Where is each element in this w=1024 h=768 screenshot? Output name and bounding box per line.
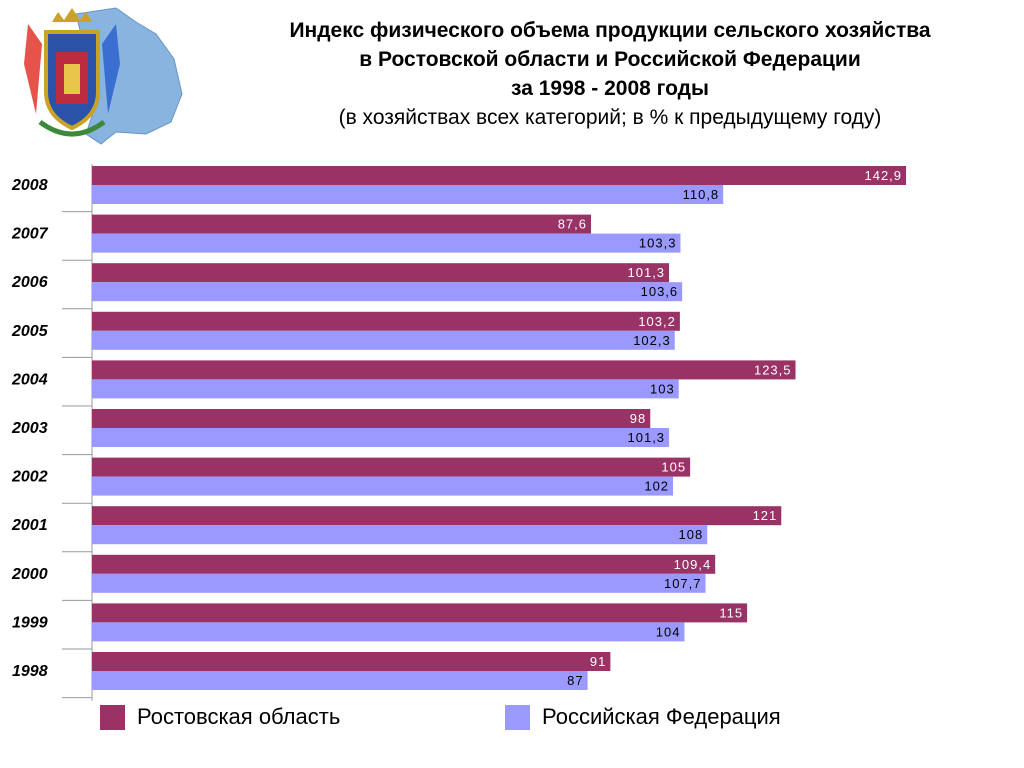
y-tick-label: 2001 (11, 517, 48, 534)
y-tick-label: 2007 (11, 226, 49, 243)
bar-russia (92, 379, 679, 399)
coat-of-arms-icon (24, 7, 183, 145)
bar-russia (92, 185, 724, 204)
data-label: 103,3 (639, 236, 677, 251)
bar-russia (92, 233, 681, 253)
bar-rostov (92, 506, 782, 526)
bar-rostov (92, 603, 748, 623)
data-label: 102 (644, 479, 669, 494)
bar-russia (92, 622, 685, 642)
legend-swatch-russia (505, 704, 530, 730)
data-label: 101,3 (628, 265, 666, 280)
data-label: 123,5 (754, 362, 792, 377)
bar-russia (92, 573, 706, 593)
data-label: 142,9 (864, 168, 902, 183)
data-label: 104 (656, 624, 681, 639)
bar-rostov (92, 554, 716, 574)
bar-rostov (92, 263, 670, 283)
bar-russia (92, 330, 675, 350)
chart-legend: Ростовская область Российская Федерация (0, 704, 1024, 738)
data-label: 91 (590, 654, 606, 669)
y-tick-label: 1998 (12, 663, 48, 680)
legend-item-rostov: Ростовская область (100, 704, 340, 730)
bar-russia (92, 476, 674, 496)
data-label: 109,4 (674, 557, 712, 572)
y-tick-label: 2006 (11, 274, 48, 291)
data-label: 121 (753, 508, 778, 523)
bar-russia (92, 282, 683, 302)
data-label: 102,3 (633, 333, 671, 348)
data-label: 107,7 (664, 576, 702, 591)
bar-rostov (92, 409, 651, 428)
data-label: 87,6 (558, 217, 587, 232)
data-label: 105 (661, 460, 686, 475)
data-label: 87 (567, 673, 583, 688)
bar-rostov (92, 311, 680, 331)
data-label: 103,2 (638, 314, 676, 329)
bar-rostov (92, 457, 691, 477)
y-tick-label: 1999 (12, 614, 48, 631)
bar-rostov (92, 360, 796, 380)
bar-rostov (92, 652, 611, 671)
chart-subtitle: (в хозяйствах всех категорий; в % к пред… (338, 106, 882, 129)
bar-chart: 2008 142,9 110,8 2007 87,6 103,3 2006 101,3 103,… (11, 164, 907, 701)
legend-item-russia: Российская Федерация (505, 704, 781, 730)
y-tick-label: 2008 (11, 177, 48, 194)
chart-title-line-2: в Ростовской области и Российской Федера… (359, 48, 861, 71)
bar-rostov (92, 214, 592, 234)
chart-title-line-3: за 1998 - 2008 годы (511, 77, 709, 100)
data-label: 98 (630, 411, 646, 426)
bar-russia (92, 671, 588, 690)
y-tick-label: 2002 (11, 469, 48, 486)
data-label: 115 (719, 605, 743, 620)
data-label: 108 (679, 527, 704, 542)
y-tick-label: 2005 (11, 323, 49, 340)
data-label: 110,8 (683, 187, 720, 202)
legend-label-rostov: Ростовская область (137, 704, 341, 729)
bar-russia (92, 525, 708, 545)
chart-title-line-1: Индекс физического объема продукции сель… (289, 19, 931, 42)
legend-swatch-rostov (100, 704, 125, 730)
bar-rostov (92, 166, 907, 185)
data-label: 103 (650, 381, 675, 396)
y-tick-label: 2004 (11, 371, 48, 388)
bar-russia (92, 428, 670, 447)
y-tick-label: 2000 (11, 566, 48, 583)
legend-label-russia: Российская Федерация (542, 704, 781, 729)
y-tick-label: 2003 (11, 420, 48, 437)
data-label: 101,3 (628, 430, 666, 445)
chart-header: Индекс физического объема продукции сель… (200, 16, 1020, 132)
data-label: 103,6 (641, 284, 679, 299)
